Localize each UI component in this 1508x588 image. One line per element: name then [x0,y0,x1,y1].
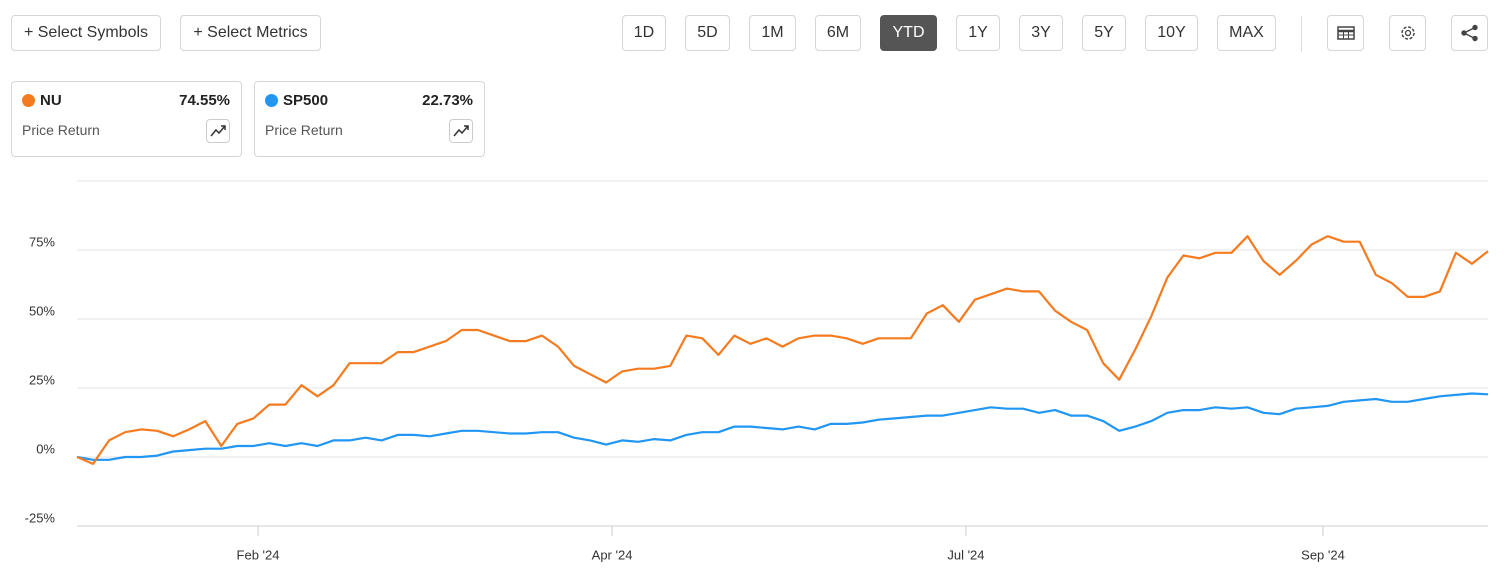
y-tick-label: 25% [29,372,55,387]
x-tick-label: Jul '24 [947,547,984,562]
legend-metric: Price Return [265,122,343,138]
legend-dot [265,94,278,107]
series-line [76,392,1489,461]
period-button[interactable]: 10Y [1145,15,1198,51]
x-tick-label: Feb '24 [237,547,280,562]
legend-return: 22.73% [422,92,473,109]
period-button[interactable]: MAX [1217,15,1276,51]
share-icon [1460,24,1478,42]
legend-return: 74.55% [179,92,230,109]
table-icon [1336,26,1355,40]
period-button[interactable]: 1Y [956,15,1000,51]
legend-card[interactable]: NU 74.55% Price Return [11,81,242,157]
y-tick-label: 75% [29,234,55,249]
x-tick-label: Apr '24 [592,547,633,562]
legend-metric: Price Return [22,122,100,138]
period-button[interactable]: YTD [880,15,937,51]
settings-button[interactable] [1389,15,1426,51]
legend-name: SP500 [283,92,329,109]
table-button[interactable] [1327,15,1364,51]
legend-name: NU [40,92,62,109]
y-tick-label: -25% [25,510,56,525]
x-tick-label: Sep '24 [1301,547,1345,562]
period-button[interactable]: 1M [749,15,796,51]
series-line [76,235,1489,465]
divider [1301,16,1302,52]
trend-icon [453,125,469,137]
settings-icon [1400,26,1415,40]
period-button[interactable]: 5D [685,15,730,51]
trend-icon [210,125,226,137]
y-tick-label: 0% [36,441,55,456]
period-button[interactable]: 5Y [1082,15,1126,51]
y-tick-label: 50% [29,303,55,318]
period-button[interactable]: 6M [815,15,861,51]
trend-button[interactable] [449,119,473,143]
select-button[interactable]: + Select Symbols [11,15,161,51]
select-button[interactable]: + Select Metrics [180,15,321,51]
period-button[interactable]: 1D [622,15,666,51]
share-button[interactable] [1451,15,1488,51]
legend-dot [22,94,35,107]
legend-card[interactable]: SP500 22.73% Price Return [254,81,485,157]
period-button[interactable]: 3Y [1019,15,1063,51]
trend-button[interactable] [206,119,230,143]
